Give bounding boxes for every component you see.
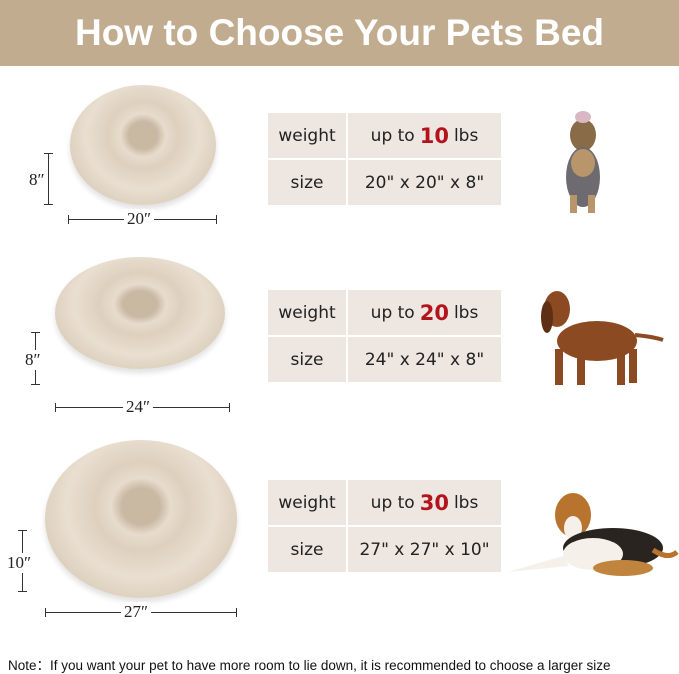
size-label: size <box>268 160 346 205</box>
width-label: 20″ <box>124 209 155 229</box>
size-table-small: weight up to 10 lbs size 20" x 20" x 8" <box>268 113 501 205</box>
beagle-image <box>508 493 679 576</box>
size-label: size <box>268 527 346 572</box>
height-label: 8″ <box>26 170 48 190</box>
size-value: 24" x 24" x 8" <box>348 337 501 382</box>
weight-label: weight <box>268 480 346 525</box>
weight-value: up to 10 lbs <box>348 113 501 158</box>
dachshund-image <box>541 291 664 385</box>
width-label: 24″ <box>123 397 154 417</box>
yorkshire-terrier-image <box>566 111 600 213</box>
height-label: 10″ <box>4 553 35 573</box>
height-dimension-line <box>44 153 53 205</box>
bed-image-large <box>45 440 237 598</box>
size-label: size <box>268 337 346 382</box>
weight-value: up to 20 lbs <box>348 290 501 335</box>
size-table-medium: weight up to 20 lbs size 24" x 24" x 8" <box>268 290 501 382</box>
weight-value: up to 30 lbs <box>348 480 501 525</box>
note-text: Note：If you want your pet to have more r… <box>8 658 611 673</box>
page-title: How to Choose Your Pets Bed <box>0 0 679 66</box>
size-table-large: weight up to 30 lbs size 27" x 27" x 10" <box>268 480 501 572</box>
bed-image-small <box>70 85 216 205</box>
width-label: 27″ <box>121 602 152 622</box>
weight-label: weight <box>268 113 346 158</box>
bed-image-medium <box>55 257 225 369</box>
weight-label: weight <box>268 290 346 335</box>
size-value: 27" x 27" x 10" <box>348 527 501 572</box>
size-value: 20" x 20" x 8" <box>348 160 501 205</box>
height-label: 8″ <box>22 350 44 370</box>
